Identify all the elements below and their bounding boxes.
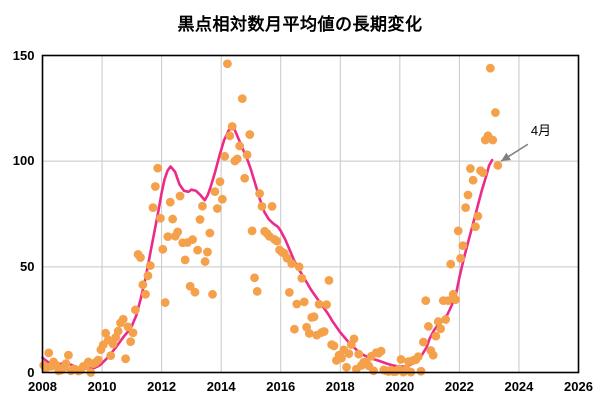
annotation-label-april: 4月	[530, 123, 552, 139]
x-tick-label: 2016	[266, 378, 296, 394]
x-tick-label: 2010	[87, 378, 117, 394]
x-tick-label: 2018	[325, 378, 355, 394]
x-tick-label: 2008	[28, 378, 57, 394]
annotation-arrow	[500, 143, 529, 162]
plot-frame	[41, 54, 580, 374]
x-tick-label: 2012	[147, 378, 177, 394]
x-tick-label: 2014	[206, 378, 236, 394]
chart-title: 黒点相対数月平均値の長期変化	[177, 15, 423, 34]
y-tick-label: 0	[27, 364, 35, 380]
y-tick-label: 100	[12, 153, 35, 169]
grid-lines	[42, 55, 579, 373]
x-tick-label: 2022	[444, 378, 474, 394]
monthly-mean-scatter-series	[39, 59, 503, 377]
x-tick-label: 2020	[385, 378, 415, 394]
x-tick-label: 2026	[564, 378, 593, 394]
y-tick-label: 50	[20, 258, 35, 274]
x-tick-label: 2024	[504, 378, 534, 394]
y-tick-label: 150	[12, 47, 35, 63]
